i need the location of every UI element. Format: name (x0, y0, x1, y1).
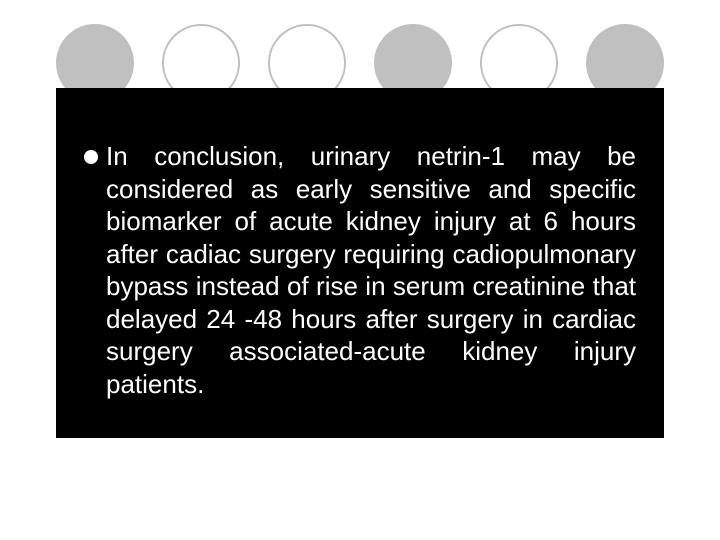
bullet-item: In conclusion, urinary netrin-1 may be c… (84, 140, 636, 400)
conclusion-text: In conclusion, urinary netrin-1 may be c… (106, 140, 636, 400)
conclusion-text-box: In conclusion, urinary netrin-1 may be c… (56, 88, 664, 438)
bullet-marker (84, 150, 98, 164)
